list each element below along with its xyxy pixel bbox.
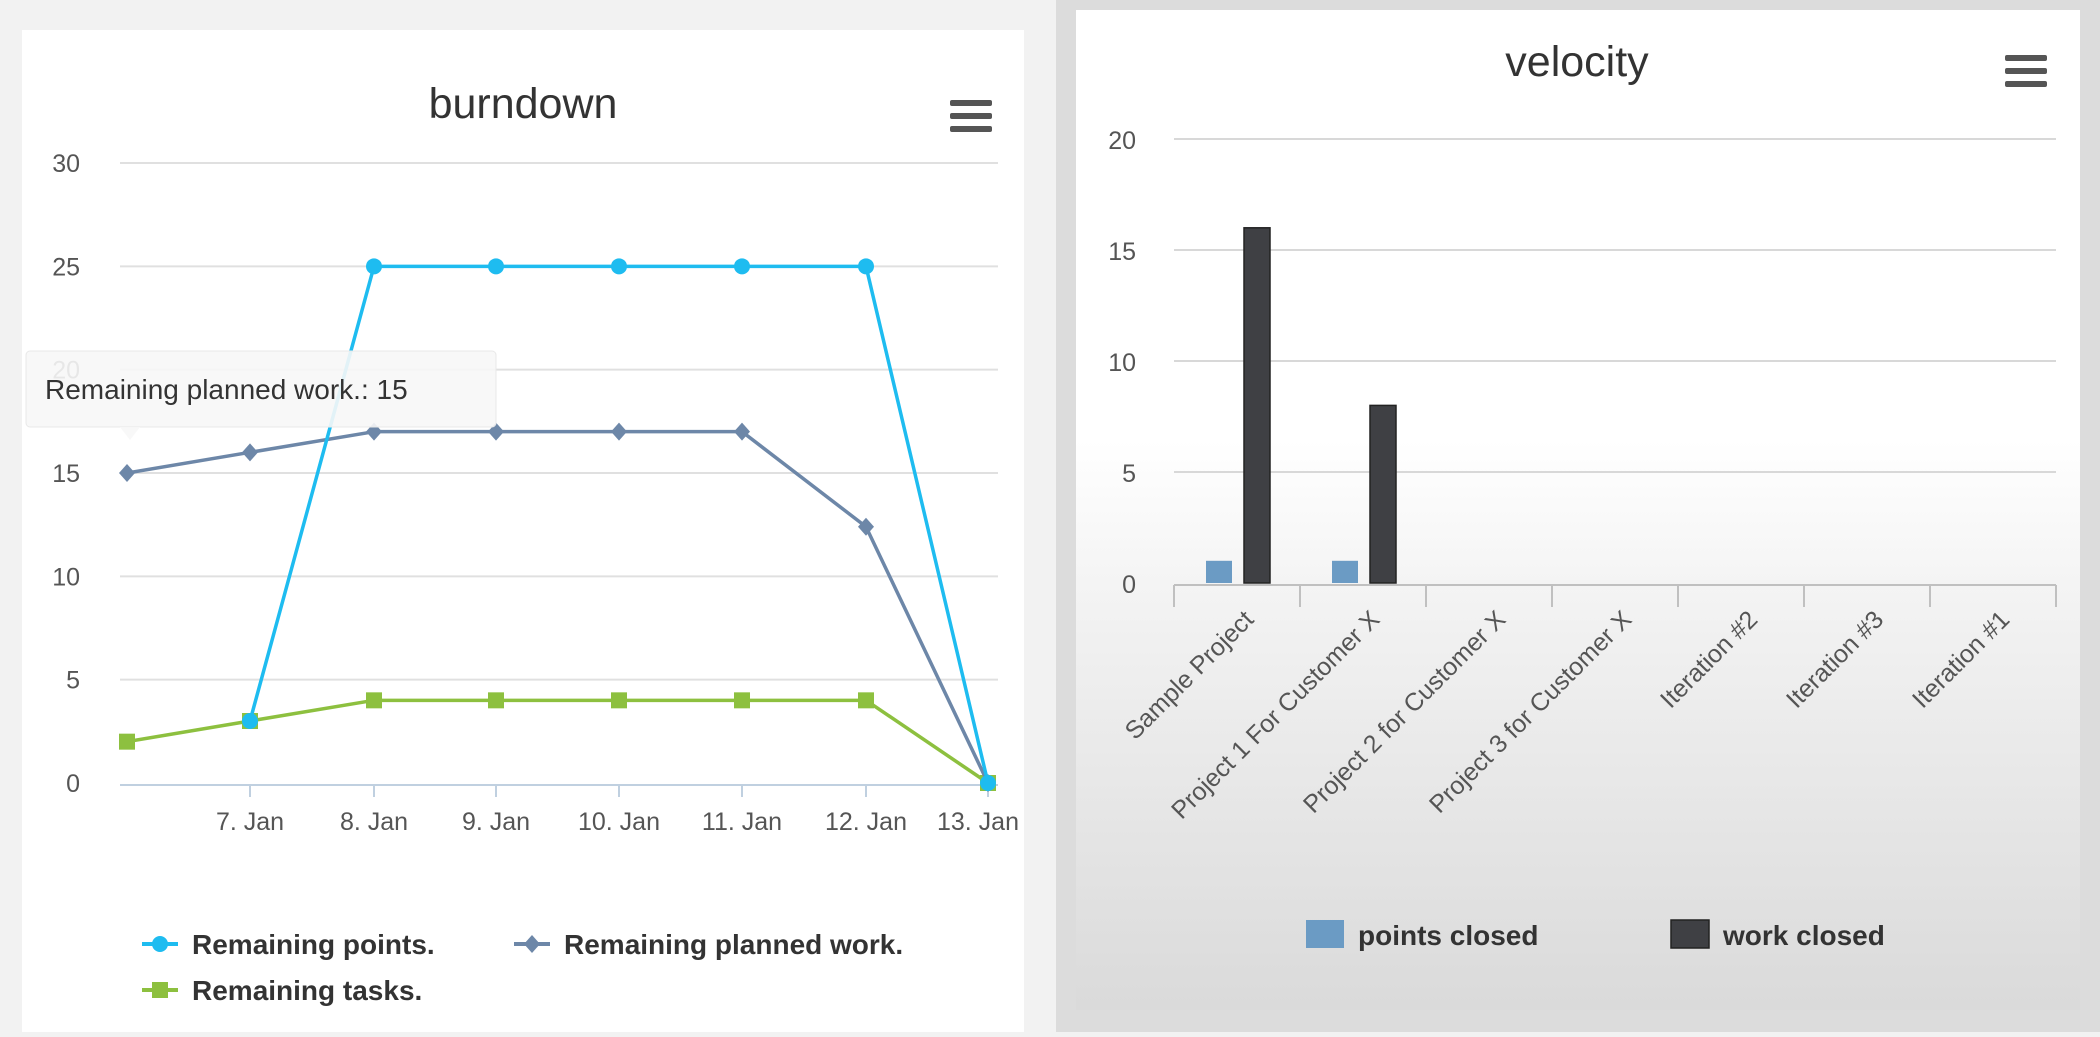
x-category-label: Iteration #2: [1655, 605, 1763, 713]
bar-work-closed[interactable]: [1243, 227, 1271, 584]
x-tick-label: 8. Jan: [340, 808, 408, 836]
x-category-label: Project 2 for Customer X: [1298, 605, 1512, 819]
velocity-chart-title: velocity: [1505, 38, 1649, 86]
data-point: [242, 713, 258, 729]
burndown-y-axis: 051015202530: [52, 150, 80, 798]
data-point: [858, 517, 874, 536]
x-tick-label: 13. Jan: [937, 808, 1019, 836]
legend-marker: [524, 935, 540, 953]
tooltip-text: Remaining planned work.: 15: [45, 374, 408, 405]
data-point: [366, 692, 382, 709]
y-tick-label: 5: [66, 667, 80, 695]
x-tick-label: 11. Jan: [702, 808, 782, 836]
x-category-label: Iteration #3: [1781, 605, 1889, 713]
burndown-plot-area: [119, 258, 996, 792]
y-tick-label: 15: [1108, 238, 1136, 266]
data-point: [858, 692, 874, 709]
x-category-label: Project 1 For Customer X: [1166, 605, 1385, 824]
data-point: [611, 692, 627, 709]
data-point: [119, 464, 135, 482]
data-point: [734, 422, 750, 441]
x-tick-label: 12. Jan: [825, 808, 907, 836]
legend-item-remaining-planned-work[interactable]: Remaining planned work.: [514, 929, 903, 960]
legend-label: Remaining planned work.: [564, 929, 903, 960]
legend-label: work closed: [1722, 920, 1885, 951]
burndown-tooltip: Remaining planned work.: 15: [25, 350, 497, 440]
series-remaining-points: [242, 258, 996, 791]
velocity-grid: [1174, 138, 2056, 473]
legend-swatch: [1670, 919, 1710, 949]
burndown-menu-button[interactable]: [950, 100, 992, 132]
series-remaining-tasks: [119, 692, 996, 791]
legend-item-remaining-points[interactable]: Remaining points.: [142, 929, 435, 960]
bar-work-closed[interactable]: [1369, 404, 1397, 584]
data-point: [734, 258, 750, 275]
data-point: [611, 258, 627, 275]
legend-label: points closed: [1358, 920, 1538, 951]
velocity-chart-panel: velocity 0 5 10 15 20 Sample Project Project …: [1056, 0, 2100, 1032]
legend-swatch: [1306, 920, 1344, 948]
bar-points-closed[interactable]: [1332, 560, 1358, 583]
x-category-label: Iteration #1: [1907, 605, 2015, 713]
burndown-x-axis: 7. Jan 8. Jan 9. Jan 10. Jan 11. Jan 12. Jan 1…: [120, 784, 1019, 836]
legend-marker: [152, 982, 168, 998]
series-remaining-planned-work: [119, 422, 996, 792]
x-category-label: Project 3 for Customer X: [1424, 605, 1638, 819]
y-tick-label: 10: [1108, 349, 1136, 377]
legend-item-work-closed[interactable]: work closed: [1670, 919, 1885, 951]
x-tick-label: 7. Jan: [216, 808, 284, 836]
series-line-remaining-tasks: [126, 698, 989, 785]
legend-label: Remaining tasks.: [192, 975, 422, 1006]
x-tick-label: 10. Jan: [578, 808, 660, 836]
burndown-legend: Remaining points. Remaining planned work.…: [142, 929, 903, 1006]
y-tick-label: 0: [1122, 571, 1136, 599]
y-tick-label: 30: [52, 150, 80, 178]
burndown-chart-title: burndown: [429, 80, 618, 128]
data-point: [980, 775, 996, 791]
data-point: [858, 258, 874, 275]
y-tick-label: 0: [66, 770, 80, 798]
x-category-label: Sample Project: [1120, 605, 1260, 745]
y-tick-label: 10: [52, 563, 80, 591]
y-tick-label: 20: [1108, 127, 1136, 155]
legend-label: Remaining points.: [192, 929, 435, 960]
data-point: [242, 443, 258, 462]
data-point: [366, 258, 382, 275]
y-tick-label: 15: [52, 460, 80, 488]
y-tick-label: 5: [1122, 460, 1136, 488]
velocity-plot-area: [1206, 227, 1397, 584]
legend-marker: [152, 936, 168, 952]
data-point: [611, 422, 627, 441]
x-tick-label: 9. Jan: [462, 808, 530, 836]
velocity-menu-button[interactable]: [2005, 55, 2047, 87]
velocity-chart-container: velocity 0 5 10 15 20 Sample Project Project …: [1076, 10, 2080, 1010]
velocity-legend: points closed work closed: [1306, 919, 1885, 951]
hamburger-menu-icon: [950, 100, 992, 132]
legend-item-points-closed[interactable]: points closed: [1306, 920, 1538, 951]
data-point: [488, 692, 504, 709]
data-point: [734, 692, 750, 709]
hamburger-menu-icon: [2005, 55, 2047, 87]
y-tick-label: 25: [52, 253, 80, 281]
series-line-remaining-planned-work: [126, 429, 990, 784]
legend-item-remaining-tasks[interactable]: Remaining tasks.: [142, 975, 422, 1006]
velocity-y-axis: 0 5 10 15 20: [1108, 127, 1136, 599]
bar-points-closed[interactable]: [1206, 560, 1232, 583]
data-point: [119, 733, 135, 750]
data-point: [488, 258, 504, 275]
